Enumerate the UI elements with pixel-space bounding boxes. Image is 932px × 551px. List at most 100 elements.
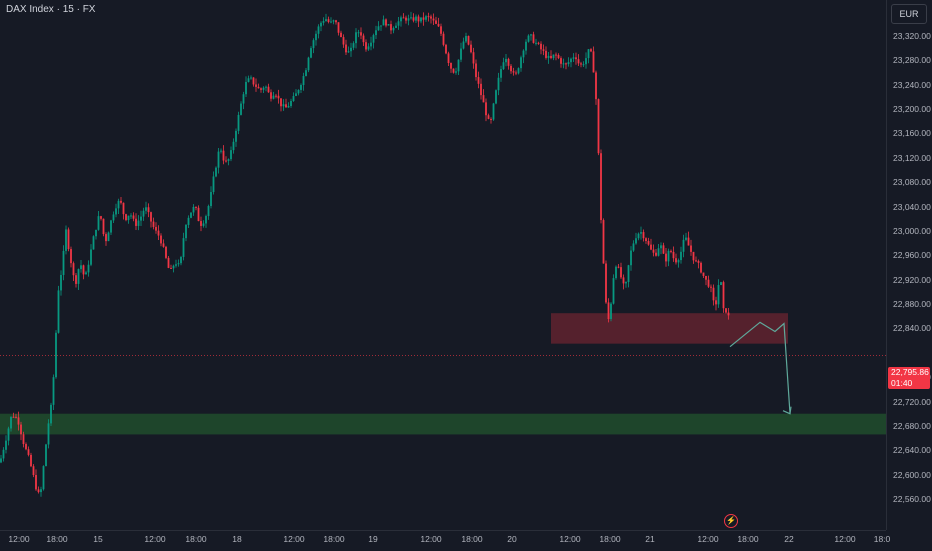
candle-body <box>297 89 300 94</box>
time-axis[interactable]: 12:00 18:00 15 12:00 18:00 18 12:00 18:00 19 12:0… <box>0 530 890 551</box>
candle-body <box>50 404 52 424</box>
candle-body <box>32 466 35 476</box>
candle-body <box>87 264 90 273</box>
candle-body <box>677 260 680 263</box>
candle-body <box>350 47 352 52</box>
candle-body <box>635 238 637 244</box>
candle-body <box>682 239 685 252</box>
price-tick-label: 22,880.00 <box>893 299 931 310</box>
candle-body <box>547 55 550 58</box>
candle-body <box>70 249 72 264</box>
candle-body <box>110 220 112 233</box>
candle-body <box>177 263 180 265</box>
candle-body <box>72 263 75 276</box>
candle-body <box>382 19 385 26</box>
candle-body <box>575 57 577 60</box>
price-tick-label: 23,320.00 <box>893 31 931 41</box>
currency-button[interactable]: EUR <box>891 4 927 24</box>
candle-body <box>107 232 110 242</box>
candle-body <box>280 98 282 107</box>
candle-body <box>570 58 572 63</box>
candle-body <box>530 34 532 36</box>
candle-body <box>532 34 535 43</box>
price-tick-label: 23,120.00 <box>893 152 931 163</box>
candle-body <box>445 44 447 54</box>
price-tick-label: 23,000.00 <box>893 225 931 236</box>
candle-body <box>207 206 210 217</box>
candle-body <box>380 25 382 27</box>
candle-body <box>2 449 5 459</box>
price-tick-label: 22,600.00 <box>893 469 931 480</box>
candle-body <box>365 42 367 50</box>
candle-body <box>552 54 555 59</box>
candle-body <box>412 17 415 21</box>
supply-zone <box>551 313 788 344</box>
lightning-icon[interactable]: ⚡ <box>724 514 738 528</box>
candle-body <box>437 23 440 27</box>
candle-body <box>372 35 375 43</box>
price-axis[interactable]: EUR 23,320.00 23,280.00 23,240.00 23,200.00… <box>886 0 932 530</box>
candle-body <box>260 88 262 90</box>
demand-zone <box>0 413 886 435</box>
candle-body <box>162 243 165 247</box>
candle-body <box>625 282 627 284</box>
price-chart[interactable] <box>0 0 886 530</box>
candle-body <box>505 58 507 63</box>
candle-body <box>647 241 650 245</box>
candle-body <box>160 235 162 244</box>
candle-body <box>290 100 292 106</box>
candle-body <box>192 206 195 213</box>
candle-body <box>632 243 635 251</box>
candle-body <box>610 303 612 320</box>
candle-body <box>55 332 57 378</box>
candle-body <box>85 272 87 275</box>
candle-body <box>20 424 22 435</box>
price-tick-label: 22,720.00 <box>893 396 931 407</box>
candle-body <box>515 72 517 74</box>
candle-body <box>612 278 615 304</box>
candle-body <box>145 207 147 211</box>
candle-body <box>360 32 362 36</box>
candle-body <box>667 250 670 262</box>
candle-body <box>595 72 597 100</box>
candle-body <box>475 63 477 78</box>
candle-body <box>180 256 182 264</box>
candle-body <box>175 264 177 266</box>
price-tick-label: 23,160.00 <box>893 128 931 139</box>
candle-body <box>82 265 85 275</box>
candle-body <box>495 90 497 104</box>
candle-body <box>237 114 240 131</box>
chart-plot-area[interactable]: DAX Index · 15 · FX <box>0 0 886 530</box>
candle-body <box>427 16 430 18</box>
candle-body <box>155 226 157 231</box>
candle-body <box>0 458 2 463</box>
candle-body <box>680 251 682 261</box>
candle-body <box>37 489 40 493</box>
current-price-label: 22,795.86 01:40 <box>888 367 930 389</box>
candle-body <box>642 232 645 239</box>
candle-body <box>337 22 340 33</box>
candle-body <box>275 95 277 97</box>
candle-body <box>170 267 172 269</box>
candle-body <box>562 63 565 65</box>
candle-body <box>717 285 720 305</box>
candle-body <box>217 151 220 168</box>
candle-body <box>10 416 12 429</box>
candle-body <box>65 229 67 251</box>
candle-body <box>210 192 212 207</box>
candle-body <box>340 32 342 38</box>
candle-body <box>607 302 610 320</box>
candle-body <box>580 63 582 65</box>
candle-body <box>535 42 537 44</box>
candle-body <box>235 130 237 142</box>
candle-body <box>172 265 175 269</box>
candle-body <box>690 245 692 252</box>
candle-body <box>572 57 575 59</box>
candle-body <box>312 40 315 49</box>
candle-body <box>720 282 722 286</box>
candle-body <box>132 215 135 219</box>
candle-body <box>77 269 80 284</box>
candle-body <box>195 206 197 208</box>
candle-body <box>245 81 247 95</box>
candle-body <box>15 416 17 418</box>
